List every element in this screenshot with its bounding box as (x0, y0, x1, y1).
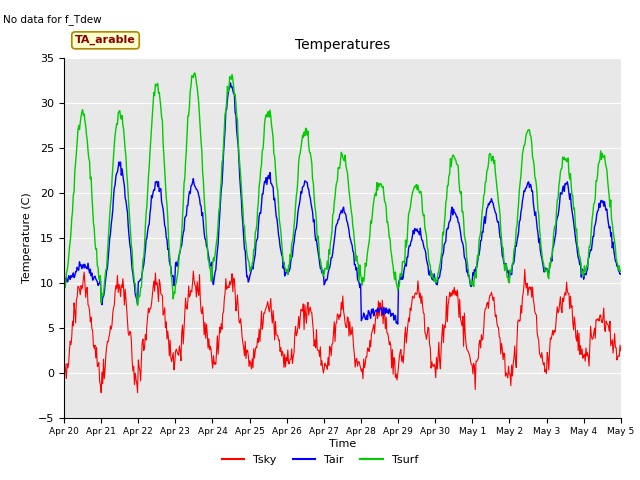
Text: No data for f_Tdew: No data for f_Tdew (3, 13, 102, 24)
X-axis label: Time: Time (329, 439, 356, 449)
Legend: Tsky, Tair, Tsurf: Tsky, Tair, Tsurf (218, 451, 422, 469)
Text: TA_arable: TA_arable (75, 35, 136, 46)
Y-axis label: Temperature (C): Temperature (C) (22, 192, 33, 283)
Title: Temperatures: Temperatures (295, 38, 390, 52)
